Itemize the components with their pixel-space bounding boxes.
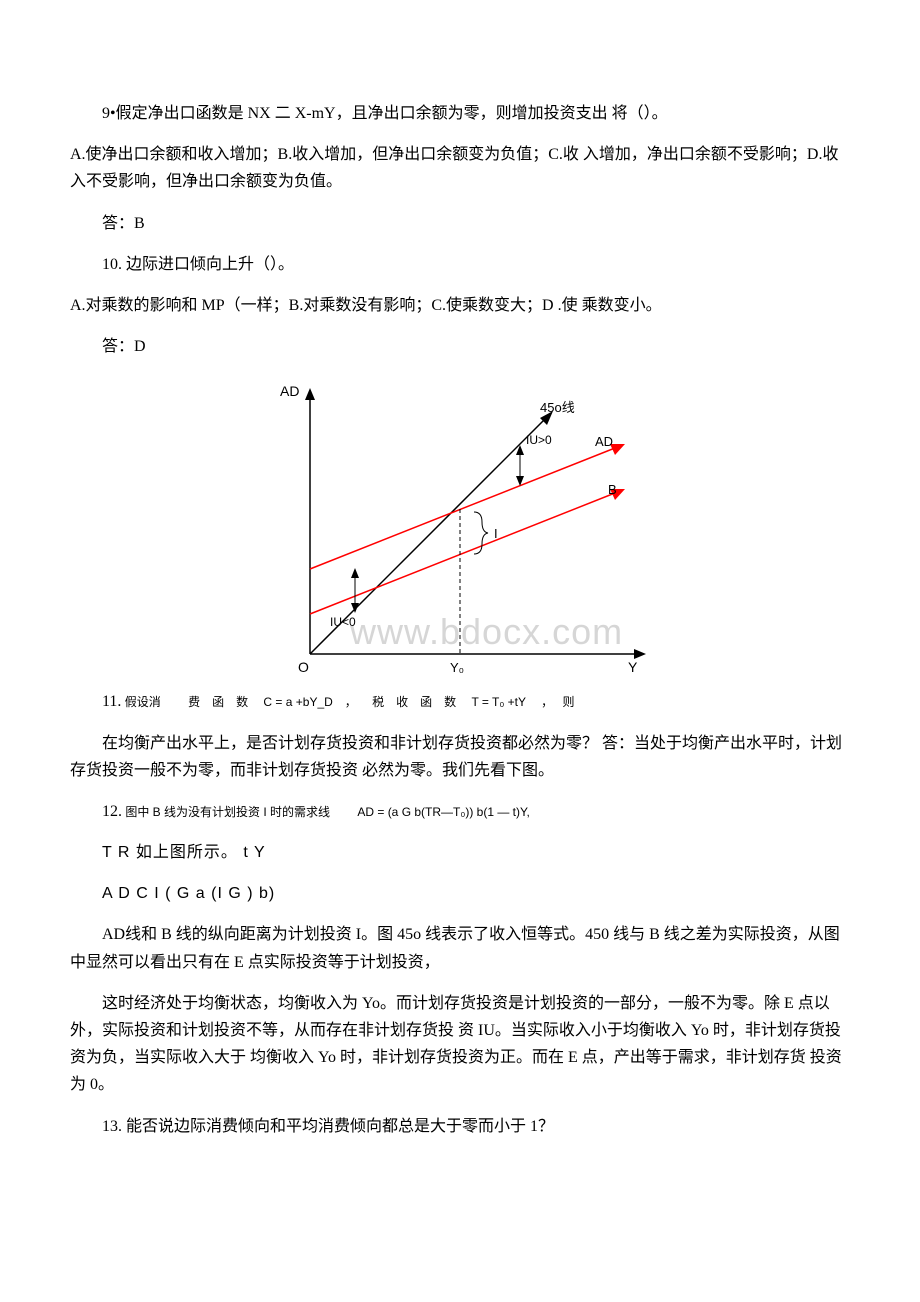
origin-label: O [298, 659, 309, 675]
adci-line: A D C I ( G a (I G ) b) [70, 880, 850, 907]
question-10-answer: 答：D [70, 333, 850, 360]
y0-label: Y₀ [450, 660, 464, 675]
question-11-small: 假设消 费 函 数 C = a +bY_D ， 税 收 函 数 T = T₀ +… [121, 695, 574, 709]
line-ad-label: AD [595, 434, 613, 449]
y-axis-label: AD [280, 383, 299, 399]
line-ad [310, 446, 620, 569]
x-axis-arrow [634, 649, 646, 659]
line-b-label: B [608, 482, 617, 497]
iu-pos-label: IU>0 [526, 433, 552, 447]
line-45-label: 45o线 [540, 400, 575, 415]
iu-neg-arrow-head-up [351, 568, 359, 578]
question-10-options: A.对乘数的影响和 MP（一样；B.对乘数没有影响；C.使乘数变大；D .使 乘… [70, 292, 850, 319]
ad-chart: www.bdocx.com AD Y O 45o线 AD B Y₀ [70, 374, 850, 684]
y-axis-arrow [305, 388, 315, 400]
line-b [310, 491, 620, 614]
question-11-prefix: 11. [102, 693, 121, 710]
ad-b-paragraph: AD线和 B 线的纵向距离为计划投资 I。图 45o 线表示了收入恒等式。450… [70, 921, 850, 975]
question-9-options: A.使净出口余额和收入增加；B.收入增加，但净出口余额变为负值；C.收 入增加，… [70, 141, 850, 195]
equilibrium-paragraph-1: 在均衡产出水平上，是否计划存货投资和非计划存货投资都必然为零？ 答：当处于均衡产… [70, 730, 850, 784]
ad-chart-svg: www.bdocx.com AD Y O 45o线 AD B Y₀ [250, 374, 670, 684]
question-10-text: 10. 边际进口倾向上升（）。 [70, 251, 850, 278]
question-9-text: 9•假定净出口函数是 NX 二 X-mY，且净出口余额为零，则增加投资支出 将（… [70, 100, 850, 127]
document-page: 9•假定净出口函数是 NX 二 X-mY，且净出口余额为零，则增加投资支出 将（… [0, 0, 920, 1214]
iu-neg-label: IU<0 [330, 615, 356, 629]
question-11: 11. 假设消 费 函 数 C = a +bY_D ， 税 收 函 数 T = … [70, 688, 850, 715]
equilibrium-paragraph-2: 这时经济处于均衡状态，均衡收入为 Yo。而计划存货投资是计划投资的一部分，一般不… [70, 990, 850, 1099]
question-9-answer: 答：B [70, 210, 850, 237]
i-label: I [494, 526, 498, 541]
question-13: 13. 能否说边际消费倾向和平均消费倾向都总是大于零而小于 1？ [70, 1113, 850, 1140]
question-12-prefix: 12. [102, 803, 122, 820]
watermark-text: www.bdocx.com [349, 611, 623, 652]
question-12: 12. 图中 B 线为没有计划投资 I 时的需求线 AD = (a G b(TR… [70, 798, 850, 825]
x-axis-label: Y [628, 659, 638, 675]
tr-line: T R 如上图所示。 t Y [70, 839, 850, 866]
question-12-small: 图中 B 线为没有计划投资 I 时的需求线 AD = (a G b(TR—T₀)… [122, 805, 530, 819]
